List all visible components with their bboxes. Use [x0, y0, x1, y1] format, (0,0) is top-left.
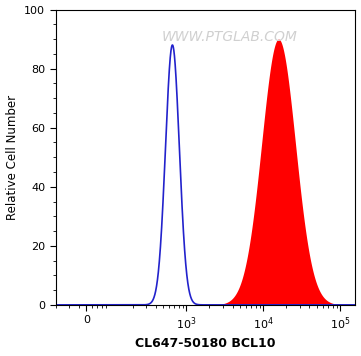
Y-axis label: Relative Cell Number: Relative Cell Number	[5, 95, 18, 220]
Text: WWW.PTGLAB.COM: WWW.PTGLAB.COM	[161, 30, 297, 44]
X-axis label: CL647-50180 BCL10: CL647-50180 BCL10	[135, 337, 276, 350]
